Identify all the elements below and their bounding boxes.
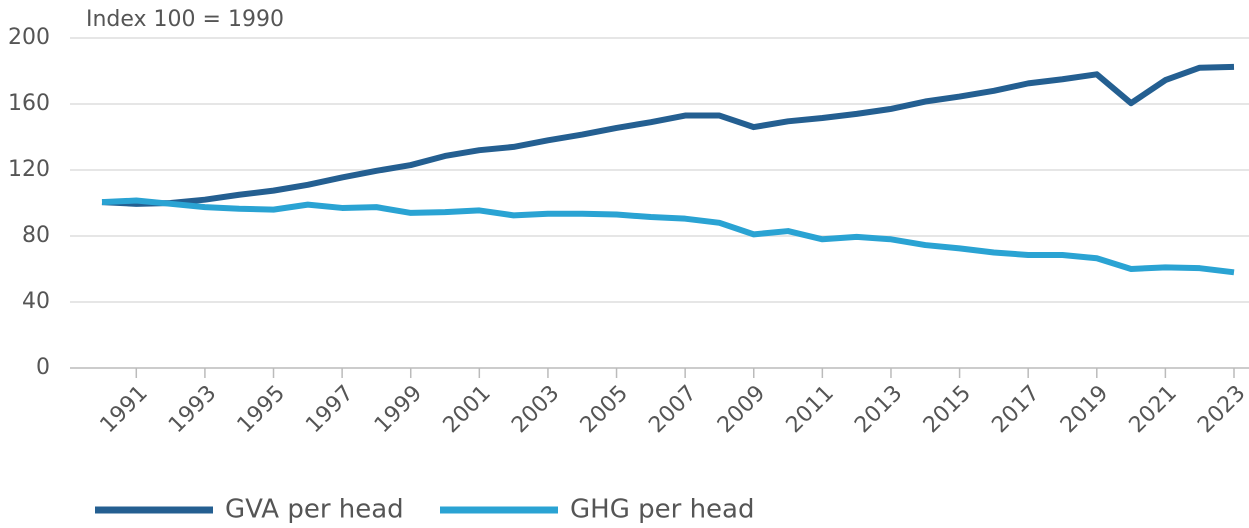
y-tick-label: 120: [8, 157, 50, 182]
x-tick-label: 2015: [919, 381, 976, 438]
y-tick-label: 80: [22, 223, 50, 248]
x-tick-label: 1993: [164, 381, 221, 438]
y-tick-label: 40: [22, 289, 50, 314]
line-series: [101, 197, 1235, 276]
x-tick-label: 1997: [301, 381, 358, 438]
x-tick-label: 1991: [96, 381, 153, 438]
x-tick-label: 2003: [507, 381, 564, 438]
x-tick-label: 2011: [782, 381, 839, 438]
x-tick-label: 2019: [1056, 381, 1113, 438]
x-tick-label: 2023: [1193, 381, 1249, 438]
x-tick-label: 2021: [1125, 381, 1182, 438]
y-tick-label: 160: [8, 91, 50, 116]
line-series: [101, 63, 1235, 207]
x-tick-label: 1999: [370, 381, 427, 438]
x-tick-label: 2013: [850, 381, 907, 438]
y-tick-label: 0: [36, 355, 50, 380]
y-axis-label: Index 100 = 1990: [86, 7, 284, 32]
x-tick-label: 2009: [713, 381, 770, 438]
y-tick-label: 200: [8, 25, 50, 50]
x-tick-label: 2007: [644, 381, 701, 438]
x-tick-label: 2001: [439, 381, 496, 438]
x-tick-label: 2005: [576, 381, 633, 438]
legend-label: GVA per head: [225, 495, 404, 525]
x-tick-label: 2017: [987, 381, 1044, 438]
x-tick-label: 1995: [233, 381, 290, 438]
legend-label: GHG per head: [570, 495, 754, 525]
